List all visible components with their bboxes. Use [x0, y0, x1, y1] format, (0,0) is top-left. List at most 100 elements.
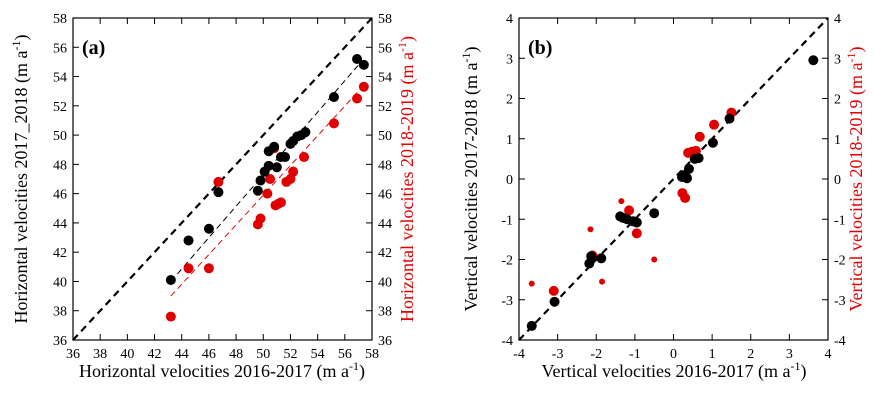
- a-data-point: [255, 175, 266, 186]
- a-data-point: [183, 235, 194, 246]
- a-identity-line: [72, 17, 373, 341]
- a-data-point: [352, 53, 363, 64]
- panel-b-ylabel-right: Vertical velocities 2018-2019 (m a-1): [844, 47, 867, 312]
- panel-b-ylabel: Vertical velocities 2017-2018 (m a-1): [459, 47, 482, 312]
- a-ytick-label-right: 54: [378, 71, 392, 86]
- a-xtick-label: 52: [283, 347, 297, 362]
- b-ytick-label: -3: [501, 294, 513, 309]
- panel-b-xlabel: Vertical velocities 2016-2017 (m a-1): [542, 359, 807, 382]
- b-data-point: [586, 251, 597, 262]
- a-ytick-label-right: 50: [378, 129, 392, 144]
- a-ytick-label-right: 36: [378, 334, 392, 349]
- a-data-point: [213, 176, 224, 187]
- b-data-point: [694, 131, 705, 142]
- a-data-point: [288, 166, 299, 177]
- panel-a-points: [165, 53, 369, 322]
- a-data-point: [328, 118, 339, 129]
- a-data-point: [165, 311, 176, 322]
- a-ytick-label-right: 46: [378, 188, 392, 203]
- a-xtick-label: 40: [120, 347, 134, 362]
- b-data-point: [631, 228, 642, 239]
- a-data-point: [265, 174, 276, 184]
- b-data-point: [599, 278, 606, 285]
- panel-a-xlabel: Horizontal velocities 2016-2017 (m a-1): [79, 359, 365, 382]
- panel-a-ylabel-right: Horizontal velocities 2018-2019 (m a-1): [395, 36, 418, 322]
- b-xtick-label: -1: [629, 347, 641, 362]
- a-data-point: [255, 213, 266, 224]
- a-ytick-label: 44: [53, 217, 67, 232]
- a-xtick-label: 50: [256, 347, 270, 362]
- panel-b: -4 -3 -2 -1 0 1 2 3 4-4 -4-3 -3-2 -2-1 -10 01 12 23 34 4 …: [459, 12, 867, 382]
- a-ytick-label: 36: [53, 334, 67, 349]
- b-data-point: [548, 285, 559, 296]
- a-ytick-label-right: 42: [378, 246, 392, 261]
- a-data-point: [299, 152, 310, 163]
- b-ytick-label-right: 0: [834, 173, 841, 188]
- a-data-point: [352, 93, 363, 104]
- b-ytick-label: 4: [506, 12, 513, 27]
- a-xtick-label: 38: [93, 347, 107, 362]
- b-ytick-label-right: 3: [834, 52, 841, 67]
- b-ytick-label-right: 4: [834, 12, 841, 27]
- a-ytick-label: 54: [53, 71, 67, 86]
- a-data-point: [203, 263, 214, 274]
- b-data-point: [682, 173, 693, 184]
- panel-a-ylabel: Horizontal velocities 2017_2018 (m a-1): [9, 35, 32, 324]
- a-xtick-label: 56: [338, 347, 352, 362]
- a-data-point: [271, 162, 282, 173]
- panel-a-label: (a): [82, 37, 105, 59]
- b-ytick-label-right: -1: [834, 213, 846, 228]
- b-ytick-label-right: 1: [834, 133, 841, 148]
- panel-b-ticks: -4 -3 -2 -1 0 1 2 3 4-4 -4-3 -3-2 -2-1 -10 01 12 23 34 4: [501, 12, 845, 362]
- a-xtick-label: 44: [175, 347, 189, 362]
- b-xtick-label: -4: [513, 347, 525, 362]
- a-ytick-label: 48: [53, 158, 67, 173]
- a-xtick-label: 46: [202, 347, 216, 362]
- a-ytick-label: 58: [53, 12, 67, 27]
- panel-a-frame: [72, 17, 373, 341]
- b-data-point: [808, 55, 819, 66]
- b-data-point: [680, 192, 691, 203]
- a-ytick-label: 42: [53, 246, 67, 261]
- a-data-point: [183, 263, 194, 274]
- b-xtick-label: -2: [590, 347, 602, 362]
- b-data-point: [549, 296, 560, 307]
- a-ytick-label: 40: [53, 275, 67, 290]
- b-xtick-label: 3: [786, 347, 793, 362]
- a-data-point: [275, 197, 286, 208]
- a-data-point: [328, 92, 339, 103]
- a-data-point: [203, 223, 214, 234]
- panel-b-points: [526, 55, 819, 331]
- b-ytick-label: 3: [506, 52, 513, 67]
- b-data-point: [526, 320, 537, 331]
- a-ytick-label-right: 48: [378, 158, 392, 173]
- b-data-point: [618, 198, 625, 205]
- b-data-point: [724, 113, 735, 124]
- a-data-point: [252, 185, 263, 196]
- a-data-point: [165, 274, 176, 285]
- a-data-point: [262, 188, 273, 199]
- a-data-point: [300, 127, 311, 138]
- a-ytick-label-right: 40: [378, 275, 392, 290]
- a-ytick-label: 38: [53, 305, 67, 320]
- b-xtick-label: 1: [709, 347, 716, 362]
- b-xtick-label: 0: [670, 347, 677, 362]
- b-ytick-label-right: -4: [834, 334, 846, 349]
- b-xtick-label: 4: [825, 347, 832, 362]
- b-ytick-label-right: 2: [834, 93, 841, 108]
- panel-a-lines: [72, 17, 373, 341]
- b-xtick-label: 2: [747, 347, 754, 362]
- b-data-point: [624, 205, 635, 216]
- a-xtick-label: 58: [365, 347, 379, 362]
- b-data-point: [649, 208, 660, 219]
- b-data-point: [683, 163, 694, 174]
- a-data-point: [263, 160, 274, 171]
- a-data-point: [358, 81, 369, 92]
- a-data-point: [269, 141, 280, 152]
- b-data-point: [596, 253, 607, 264]
- a-ytick-label-right: 52: [378, 100, 392, 115]
- a-xtick-label: 48: [229, 347, 243, 362]
- a-ytick-label-right: 56: [378, 41, 392, 56]
- a-xtick-label: 42: [148, 347, 162, 362]
